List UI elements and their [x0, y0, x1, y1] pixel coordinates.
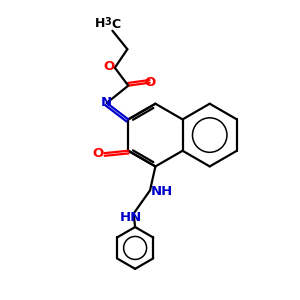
Text: HN: HN [120, 211, 142, 224]
Text: NH: NH [150, 185, 172, 198]
Text: N: N [101, 97, 112, 110]
Text: C: C [112, 18, 121, 31]
Text: O: O [104, 60, 115, 73]
Text: O: O [92, 147, 103, 160]
Text: H: H [95, 17, 105, 30]
Text: O: O [144, 76, 155, 89]
Text: 3: 3 [105, 17, 111, 27]
